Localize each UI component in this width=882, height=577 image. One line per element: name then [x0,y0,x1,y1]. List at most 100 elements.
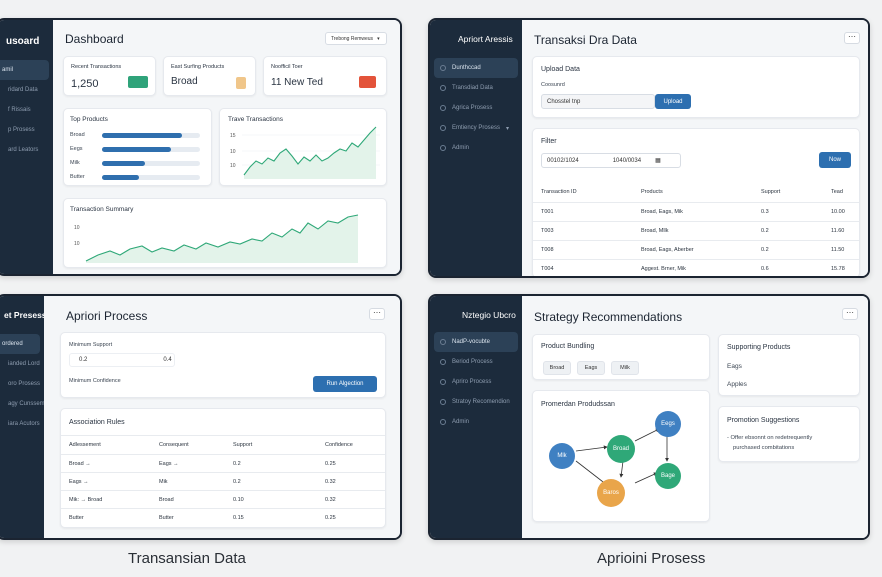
sidebar-item-actors[interactable]: iara Acutors [8,421,40,427]
product-bar-label: Broad [70,132,85,138]
product-bar-label: Eegs [70,146,83,152]
stat-icon [128,76,148,88]
sidebar-item-process[interactable]: oro Prosess [8,381,41,387]
promotion-text: - Offer ebsonnt on redetrequently [727,435,813,441]
sidebar-item-process[interactable]: p Prosess [8,127,35,133]
stat-card-notifications: Noofficil Toer 11 New Ted [263,56,387,96]
table-row[interactable]: T003 Broad, Mllk 0.2 11.60 [533,221,859,239]
apriori-screen: et Presess ordered ianded Lord oro Prose… [0,294,402,540]
caption-left: Transansian Data [128,550,246,567]
trave-line-chart: 15 10 10 [230,126,380,179]
product-bar [102,147,171,152]
product-bar [102,161,146,166]
sidebar-item-dashboard[interactable]: amil [0,60,49,80]
sidebar-brand: Apriort Aressis [458,34,513,44]
min-support-input[interactable]: 0.2 0.4 [69,353,175,367]
period-dropdown[interactable]: Trebong Remweus ▾ [325,32,387,45]
sidebar-item-strategy[interactable]: Stratoy Recomendion [430,392,522,412]
tick-label: 10 [74,241,80,247]
promotion-title: Promotion Suggestions [727,417,800,424]
stat-value: Broad [171,76,198,87]
graph-node-bage[interactable]: Bage [655,463,681,489]
upload-label: Coosunrd [541,82,565,88]
table-row[interactable]: T008 Broad, Eags, Aberber 0.2 11.50 [533,240,859,258]
tick-label: 10 [230,149,236,155]
more-options-button[interactable]: ⋯ [842,308,858,320]
home-icon [440,65,446,71]
sidebar-item-strategy[interactable]: agy Cunssements [8,401,57,407]
chart-icon [440,125,446,131]
sidebar-item-ordered[interactable]: ordered [0,334,40,354]
chart-icon [440,399,446,405]
sidebar-item-load[interactable]: ianded Lord [8,361,40,367]
tick-label: 10 [74,225,80,231]
file-input[interactable]: Chosstel tnp [541,94,655,109]
product-bar-label: Butter [70,174,85,180]
choose-file-button[interactable]: Chosstel tnp [547,98,581,105]
main-area: Apriori Process ⋯ Minimum Support 0.2 0.… [44,296,400,538]
page-title: Dashboard [65,32,124,46]
sidebar-item-transaction-data[interactable]: Transdiad Data [430,78,522,98]
sidebar-item-apriori[interactable]: Agrica Prosess [430,98,522,118]
stat-value: 11 New Ted [271,77,323,88]
tick-label: 10 [230,163,236,169]
column-header: Transaction ID [541,189,577,195]
table-row[interactable]: Mik: → Broad Broad 0.10 0.32 [61,490,385,508]
summary-line-chart: 10 10 [74,214,359,263]
trave-chart-title: Trave Transactions [228,116,284,123]
date-range-input[interactable]: 00102/1024 1040/0034 ▦ [541,153,681,168]
product-bar [102,175,140,180]
sidebar-item-home[interactable]: NadP-vocubte [434,332,518,352]
min-support-label: Minimum Support [69,342,113,348]
filter-apply-button[interactable]: Now [819,152,851,168]
more-options-button[interactable]: ⋯ [844,32,860,44]
column-header: Consequent [159,442,189,448]
sidebar-item-analysis[interactable]: f Rissais [8,107,31,113]
upload-title: Upload Data [541,66,580,73]
sidebar-item-admin[interactable]: Admin [430,412,522,432]
bundle-chip[interactable]: Eags [577,361,605,375]
association-rules-card: Association Rules Adlessement Consequent… [60,408,386,528]
strategy-screen: Nztegio Ubcro NadP-vocubte Beriod Proces… [428,294,870,540]
sidebar-item-leaders[interactable]: ard Leators [8,147,39,153]
table-row[interactable]: Broad → Eags → 0.2 0.25 [61,454,385,472]
top-products-card: Top Products Broad Eegs Milk Butter [63,108,212,186]
bundle-chip[interactable]: Milk [611,361,639,375]
user-icon [440,145,446,151]
date-to: 1040/0034 [612,157,642,164]
process-icon [440,105,446,111]
upload-button[interactable]: Upload [655,94,691,109]
transaksi-screen: Apriort Aressis Dunthccad Transdiad Data… [428,18,870,278]
table-row[interactable]: T001 Broad, Eags, Mik 0.3 10.00 [533,202,859,220]
graph-node-bread[interactable]: Broad [607,435,635,463]
run-algorithm-button[interactable]: Run Algection [313,376,377,392]
sidebar-item-dashboard[interactable]: Dunthccad [434,58,518,78]
more-options-button[interactable]: ⋯ [369,308,385,320]
filter-title: Filter [541,138,557,145]
tick-label: 15 [230,133,236,139]
sidebar-item-efficiency[interactable]: Emtiency Prosess ▾ [430,118,522,138]
table-icon [440,359,446,365]
bundle-chip[interactable]: Broad [543,361,571,375]
table-row[interactable]: T004 Aggest. Brner, Mik 0.6 15.78 [533,259,859,276]
stat-label: Recent Transactions [71,64,122,70]
sidebar: Apriort Aressis Dunthccad Transdiad Data… [430,20,522,276]
stat-label: East Surfing Products [171,64,225,70]
column-header: Support [761,189,781,195]
graph-node-eggs[interactable]: Eegs [655,411,681,437]
sidebar-item-admin[interactable]: Admin [430,138,522,158]
table-row[interactable]: Butter Butter 0.15 0.25 [61,508,385,526]
column-header: Adlessement [69,442,101,448]
column-header: Support [233,442,253,448]
transaction-summary-card: Transaction Summary 10 10 [63,198,387,268]
graph-node-baros[interactable]: Baros [597,479,625,507]
promotion-card: Promotion Suggestions - Offer ebsonnt on… [718,406,860,462]
promotion-text: purchased combitations [733,445,795,451]
table-row[interactable]: Eags → Mik 0.2 0.32 [61,472,385,490]
graph-node-milk[interactable]: Mlk [549,443,575,469]
dashboard-screen: usoard amil ridard Data f Rissais p Pros… [0,18,402,276]
sidebar-item-apriori[interactable]: Apriro Process [430,372,522,392]
sidebar-item-period[interactable]: Beriod Process [430,352,522,372]
caption-right: Aprioini Prosess [597,550,706,567]
sidebar-item-data[interactable]: ridard Data [8,87,38,93]
